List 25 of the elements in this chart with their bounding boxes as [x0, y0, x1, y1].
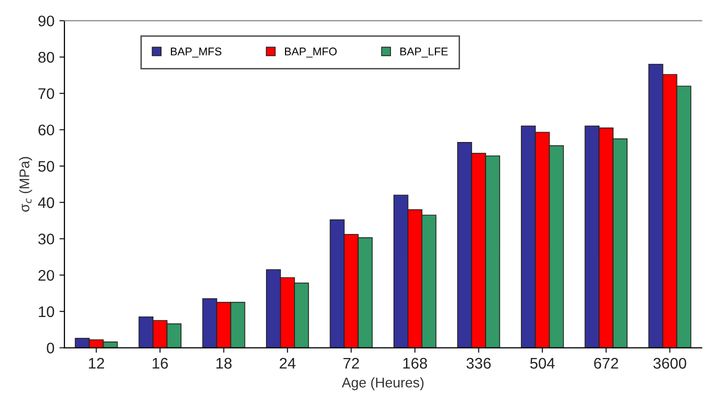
y-tick-label: 20	[38, 270, 54, 281]
x-tick-label: 168	[403, 358, 428, 369]
x-tick-label: 18	[216, 358, 232, 369]
legend-label: BAP_MFS	[170, 48, 222, 58]
y-tick-label: 40	[38, 197, 54, 208]
y-tick-label: 70	[38, 88, 54, 100]
x-tick-label: 16	[152, 358, 168, 369]
x-tick-label: 3600	[653, 358, 686, 369]
x-tick-label: 672	[594, 358, 618, 369]
x-tick-label: 336	[466, 358, 491, 369]
y-tick-label: 0	[46, 342, 54, 354]
x-tick-label: 504	[530, 358, 555, 369]
y-tick-label: 90	[38, 16, 54, 26]
y-tick-label: 30	[38, 234, 54, 244]
x-tick-label: 12	[88, 358, 104, 369]
y-axis-title: σ$_{c}$ (MPa)	[19, 157, 32, 212]
y-tick-label: 60	[38, 124, 54, 136]
y-tick-label: 10	[38, 306, 54, 318]
y-tick-label: 50	[38, 160, 54, 172]
legend-label: BAP_MFO	[285, 48, 337, 58]
x-axis-title: Age (Heures)	[342, 377, 424, 390]
x-tick-label: 24	[280, 358, 296, 369]
legend-label: BAP_LFE	[400, 48, 448, 58]
x-tick-label: 72	[343, 358, 359, 369]
y-tick-label: 80	[38, 52, 54, 63]
